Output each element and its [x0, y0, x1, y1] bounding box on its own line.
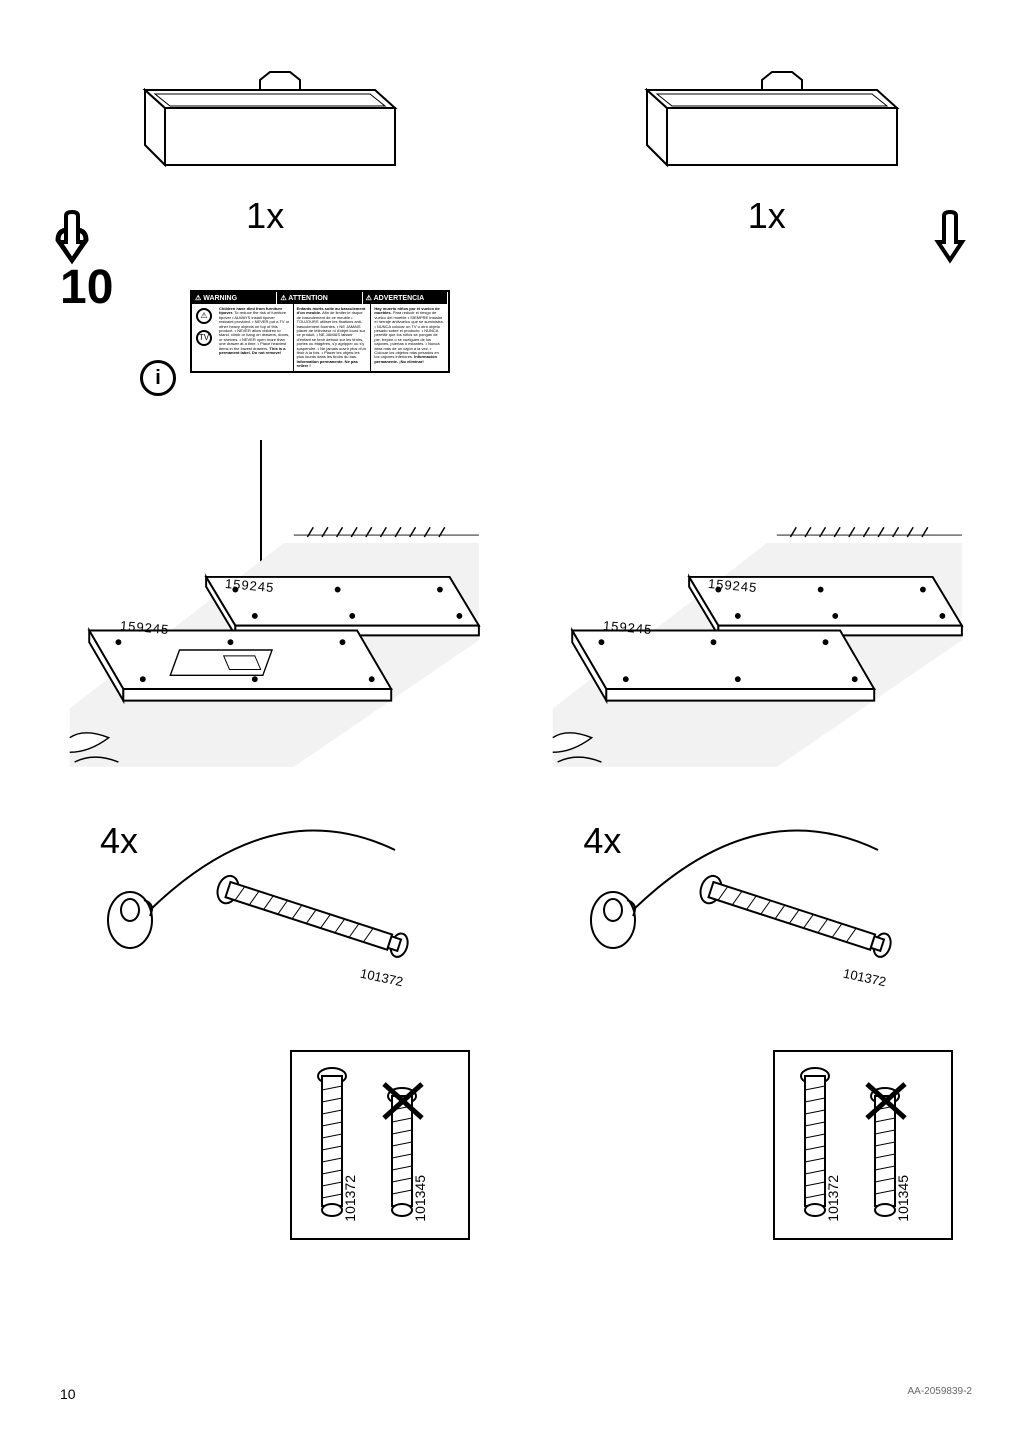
drawer-plain: 1x — [562, 60, 972, 237]
drawer-count-left: 1x — [60, 195, 470, 237]
drawer-count-right: 1x — [562, 195, 972, 237]
warning-icons-col: ⚠ TV — [192, 304, 216, 371]
warn-fr-lines: Afin de limiter le risque de basculement… — [297, 310, 366, 359]
warning-header-es: ⚠ ADVERTENCIA — [363, 292, 448, 304]
info-icon: i — [140, 360, 176, 396]
page-number: 10 — [60, 1386, 76, 1402]
warning-header-en: ⚠ WARNING — [192, 292, 277, 304]
panel-left: 159245 159245 — [60, 520, 489, 785]
warning-col-fr: Enfants morts suite au basculement d'un … — [294, 304, 372, 371]
warning-col-en: Children have died from furniture tipove… — [216, 304, 294, 371]
step-number: 10 — [60, 260, 113, 315]
instruction-page: 1x 1x 10 i ⚠ WARNING ⚠ ATTENTION ⚠ — [0, 0, 1012, 1432]
compare-screws-icon-r — [785, 1062, 945, 1232]
drawer-plain-illustration — [617, 60, 917, 180]
screw-icon-r — [683, 870, 923, 990]
screw-icon — [200, 870, 440, 990]
document-id: AA-2059839-2 — [908, 1386, 973, 1402]
warning-body: ⚠ TV Children have died from furniture t… — [192, 304, 448, 371]
panel-right: 159245 159245 — [543, 520, 972, 785]
panel-row: 159245 159245 — [60, 520, 972, 785]
cam-lock-icon-r — [583, 880, 643, 960]
compare-correct-label-right: 101372 — [825, 1175, 841, 1222]
warning-label: ⚠ WARNING ⚠ ATTENTION ⚠ ADVERTENCIA ⚠ TV… — [190, 290, 450, 373]
panel-right-illustration — [543, 520, 972, 780]
page-footer: 10 AA-2059839-2 — [60, 1386, 972, 1402]
tipover-icon: ⚠ — [196, 308, 212, 324]
screw-compare-right: 101372 101345 — [773, 1050, 953, 1240]
warning-header-fr: ⚠ ATTENTION — [277, 292, 362, 304]
warn-fr-footer: Information permanente. Ne pas retirer ! — [297, 359, 358, 368]
hardware-row: 4x — [60, 820, 972, 862]
compare-wrong-label-right: 101345 — [895, 1175, 911, 1222]
warning-header: ⚠ WARNING ⚠ ATTENTION ⚠ ADVERTENCIA — [192, 292, 448, 304]
arrow-down-right-icon — [928, 210, 972, 270]
compare-correct-label-left: 101372 — [342, 1175, 358, 1222]
compare-screws-icon — [302, 1062, 462, 1232]
warn-es-lines: Para reducir el riesgo de vuelco del mue… — [374, 310, 443, 359]
hardware-left: 4x — [60, 820, 489, 862]
cam-lock-icon — [100, 880, 160, 960]
warn-en-lines: To reduce the risk of furniture tipover … — [219, 310, 289, 350]
warning-col-es: Hay muerto niños por el vuelco de mueble… — [371, 304, 448, 371]
drawer-row: 1x 1x — [60, 60, 972, 237]
drawer-notch-illustration — [115, 60, 415, 180]
screw-compare-left: 101372 101345 — [290, 1050, 470, 1240]
tv-icon: TV — [196, 330, 212, 346]
compare-wrong-label-left: 101345 — [412, 1175, 428, 1222]
hardware-right: 4x — [543, 820, 972, 862]
drawer-with-notch: 1x — [60, 60, 470, 237]
panel-left-illustration — [60, 520, 489, 780]
